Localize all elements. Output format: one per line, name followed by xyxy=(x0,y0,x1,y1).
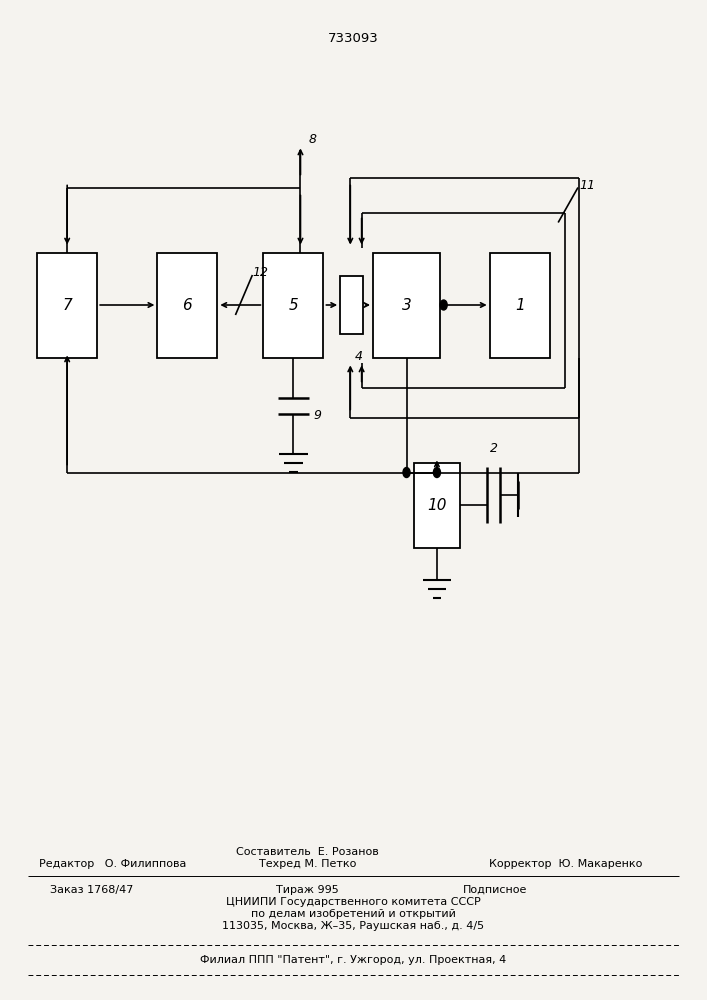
Text: Заказ 1768/47: Заказ 1768/47 xyxy=(50,885,134,895)
Circle shape xyxy=(440,300,447,310)
Bar xyxy=(37,252,98,358)
Bar xyxy=(340,276,363,334)
Text: Редактор   О. Филиппова: Редактор О. Филиппова xyxy=(40,859,187,869)
Text: 12: 12 xyxy=(252,266,269,279)
Text: 9: 9 xyxy=(313,409,321,422)
Text: Составитель  Е. Розанов: Составитель Е. Розанов xyxy=(236,847,379,857)
Text: 11: 11 xyxy=(580,179,595,192)
Text: 6: 6 xyxy=(182,298,192,312)
Bar xyxy=(414,462,460,548)
Bar xyxy=(263,252,324,358)
Text: 1: 1 xyxy=(515,298,525,312)
Bar xyxy=(373,252,440,358)
Text: 5: 5 xyxy=(288,298,298,312)
Text: 2: 2 xyxy=(489,442,498,455)
Circle shape xyxy=(403,468,410,478)
Text: 10: 10 xyxy=(427,497,447,512)
Text: по делам изобретений и открытий: по делам изобретений и открытий xyxy=(251,909,456,919)
Text: 113035, Москва, Ж–35, Раушская наб., д. 4/5: 113035, Москва, Ж–35, Раушская наб., д. … xyxy=(223,921,484,931)
Text: 8: 8 xyxy=(309,133,317,146)
Text: Филиал ППП "Патент", г. Ужгород, ул. Проектная, 4: Филиал ППП "Патент", г. Ужгород, ул. Про… xyxy=(200,955,507,965)
Circle shape xyxy=(433,468,440,478)
Text: 7: 7 xyxy=(62,298,72,312)
Text: Техред М. Петко: Техред М. Петко xyxy=(259,859,356,869)
Text: 4: 4 xyxy=(354,350,363,363)
Text: Корректор  Ю. Макаренко: Корректор Ю. Макаренко xyxy=(489,859,642,869)
Text: Подписное: Подписное xyxy=(462,885,527,895)
Text: 3: 3 xyxy=(402,298,411,312)
Bar xyxy=(489,252,549,358)
Text: 733093: 733093 xyxy=(328,31,379,44)
Bar xyxy=(157,252,218,358)
Text: ЦНИИПИ Государственного комитета СССР: ЦНИИПИ Государственного комитета СССР xyxy=(226,897,481,907)
Text: Тираж 995: Тираж 995 xyxy=(276,885,339,895)
